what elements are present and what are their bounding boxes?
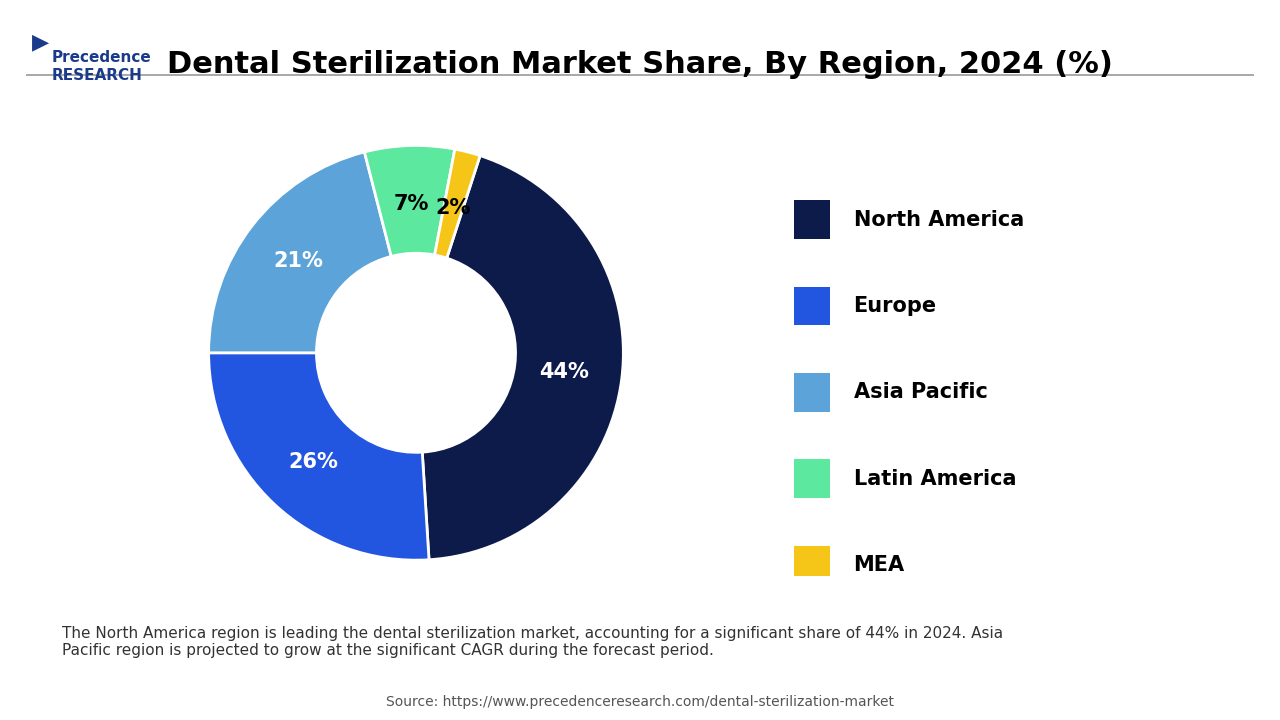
Wedge shape <box>365 145 454 256</box>
Text: Source: https://www.precedenceresearch.com/dental-sterilization-market: Source: https://www.precedenceresearch.c… <box>387 696 893 709</box>
Text: 26%: 26% <box>289 451 339 472</box>
Text: Dental Sterilization Market Share, By Region, 2024 (%): Dental Sterilization Market Share, By Re… <box>168 50 1112 79</box>
Text: MEA: MEA <box>854 555 905 575</box>
Text: Latin America: Latin America <box>854 469 1016 489</box>
FancyBboxPatch shape <box>794 287 831 325</box>
FancyBboxPatch shape <box>794 546 831 585</box>
Text: Europe: Europe <box>854 296 937 316</box>
FancyBboxPatch shape <box>0 73 1280 76</box>
Wedge shape <box>422 156 623 559</box>
Wedge shape <box>209 353 429 560</box>
Text: Precedence
RESEARCH: Precedence RESEARCH <box>51 50 151 83</box>
FancyBboxPatch shape <box>794 373 831 412</box>
Text: ▶: ▶ <box>32 32 49 53</box>
Text: 7%: 7% <box>394 194 429 214</box>
Text: Asia Pacific: Asia Pacific <box>854 382 987 402</box>
Text: North America: North America <box>854 210 1024 230</box>
Text: The North America region is leading the dental sterilization market, accounting : The North America region is leading the … <box>63 626 1004 658</box>
Wedge shape <box>209 152 392 353</box>
FancyBboxPatch shape <box>794 200 831 239</box>
Text: 21%: 21% <box>273 251 323 271</box>
Text: 2%: 2% <box>435 198 471 218</box>
FancyBboxPatch shape <box>794 459 831 498</box>
Wedge shape <box>435 149 480 258</box>
Text: 44%: 44% <box>539 361 589 382</box>
